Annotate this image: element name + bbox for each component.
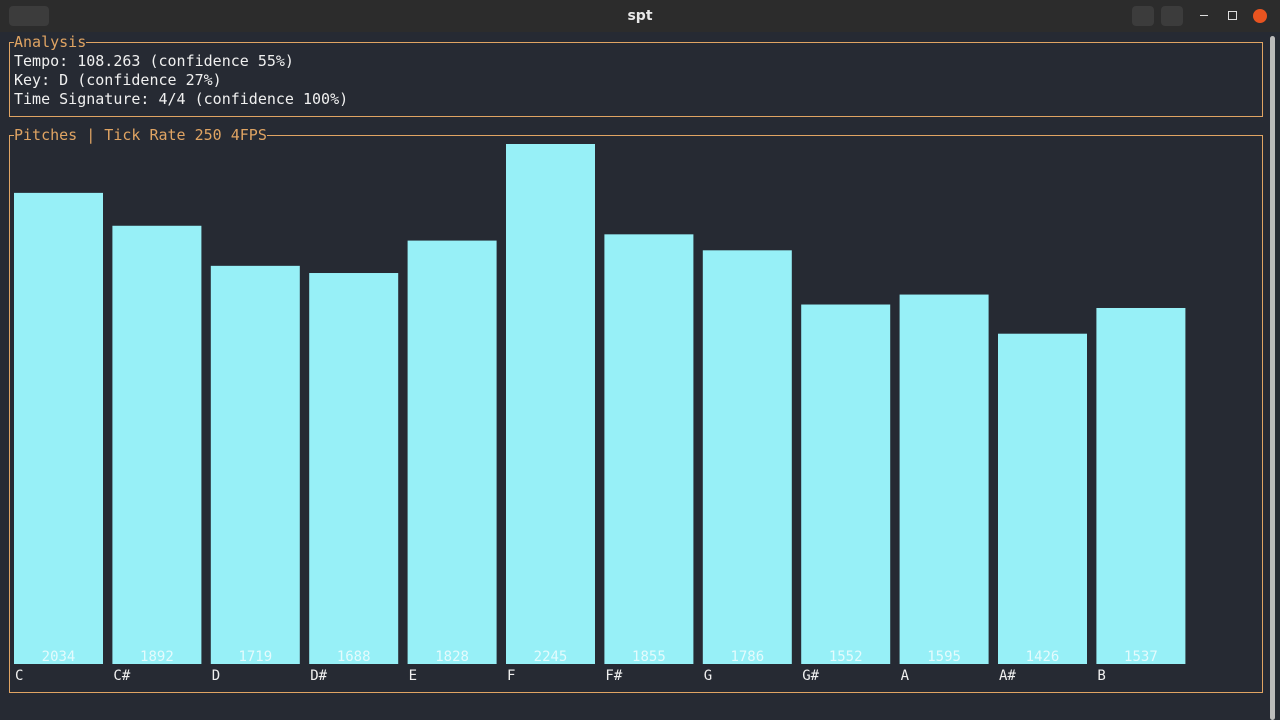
- bar: [309, 273, 399, 664]
- category-label: G: [704, 668, 712, 684]
- value-label: 1552: [829, 649, 863, 665]
- value-label: 1537: [1124, 649, 1158, 665]
- bar: [210, 265, 300, 664]
- bar: [998, 333, 1087, 664]
- bar: [899, 294, 989, 664]
- category-label: F#: [605, 668, 622, 684]
- value-label: 1828: [435, 649, 469, 665]
- bar: [14, 192, 103, 664]
- maximize-button[interactable]: [1228, 11, 1237, 20]
- category-label: E: [409, 668, 417, 684]
- value-label: 2034: [42, 649, 76, 665]
- value-label: 1892: [140, 649, 174, 665]
- bar: [604, 234, 694, 664]
- analysis-line: Tempo: 108.263 (confidence 55%): [14, 52, 294, 70]
- category-label: A#: [999, 668, 1016, 684]
- bar: [801, 304, 891, 664]
- panel-title: Pitches | Tick Rate 250 4FPS: [14, 126, 267, 144]
- analysis-line: Time Signature: 4/4 (confidence 100%): [14, 90, 349, 108]
- bar: [506, 144, 595, 664]
- bar: [112, 225, 202, 664]
- category-label: C#: [113, 668, 130, 684]
- category-label: G#: [802, 668, 819, 684]
- value-label: 1855: [632, 649, 666, 665]
- value-label: 1786: [730, 649, 764, 665]
- value-label: 2245: [534, 649, 568, 665]
- search-button[interactable]: [1132, 6, 1154, 26]
- value-label: 1688: [337, 649, 371, 665]
- category-label: C: [15, 668, 23, 684]
- panel-title: Analysis: [14, 33, 87, 51]
- bar: [1096, 307, 1186, 664]
- category-label: D#: [310, 668, 327, 684]
- value-label: 1719: [238, 649, 272, 665]
- pitches-panel: Pitches | Tick Rate 250 4FPS: [9, 126, 1263, 693]
- minimize-button[interactable]: [1200, 15, 1208, 16]
- category-label: A: [901, 668, 910, 684]
- value-label: 1426: [1026, 649, 1060, 665]
- close-button[interactable]: [1253, 9, 1267, 23]
- bar: [407, 240, 497, 665]
- scrollbar[interactable]: [1270, 36, 1275, 720]
- window-title: spt: [627, 8, 653, 24]
- new-tab-button[interactable]: [9, 6, 49, 26]
- title-bar: spt: [0, 0, 1280, 32]
- menu-button[interactable]: [1161, 6, 1183, 26]
- category-label: D: [212, 668, 220, 684]
- analysis-panel: Analysis Tempo: 108.263 (confidence 55%)…: [9, 33, 1263, 117]
- category-label: B: [1097, 668, 1105, 684]
- analysis-line: Key: D (confidence 27%): [14, 71, 222, 89]
- value-label: 1595: [927, 649, 961, 665]
- bar: [702, 250, 792, 664]
- category-label: F: [507, 668, 515, 684]
